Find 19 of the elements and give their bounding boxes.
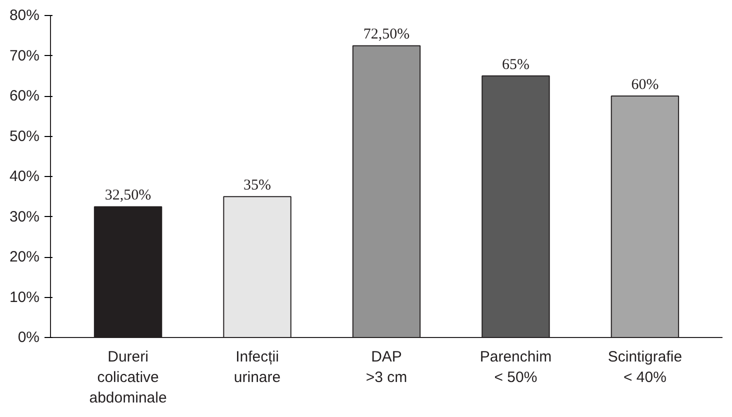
y-tick-label: 20% bbox=[9, 248, 40, 266]
data-label: 35% bbox=[244, 178, 272, 194]
y-tick-label: 30% bbox=[9, 208, 40, 226]
y-tick-label: 80% bbox=[9, 7, 40, 24]
data-label: 60% bbox=[631, 77, 659, 93]
x-tick-label: Parenchim < 50% bbox=[480, 348, 552, 386]
y-tick-label: 70% bbox=[9, 47, 40, 64]
x-tick-label: DAP >3 cm bbox=[366, 348, 408, 386]
y-tick-label: 60% bbox=[9, 88, 40, 104]
data-label: 72,50% bbox=[363, 26, 410, 43]
x-tick-label: Dureri colicative abdominale bbox=[89, 348, 167, 406]
data-label: 32,50% bbox=[104, 188, 152, 204]
y-tick-label: 0% bbox=[18, 329, 40, 346]
data-label: 65% bbox=[502, 56, 530, 73]
y-tick-label: 50% bbox=[9, 128, 40, 145]
x-tick-label: Scintigrafie < 40% bbox=[608, 348, 682, 386]
x-tick-label: Infecții urinare bbox=[234, 348, 281, 386]
y-tick-label: 10% bbox=[9, 288, 40, 306]
y-tick-label: 40% bbox=[9, 168, 40, 185]
